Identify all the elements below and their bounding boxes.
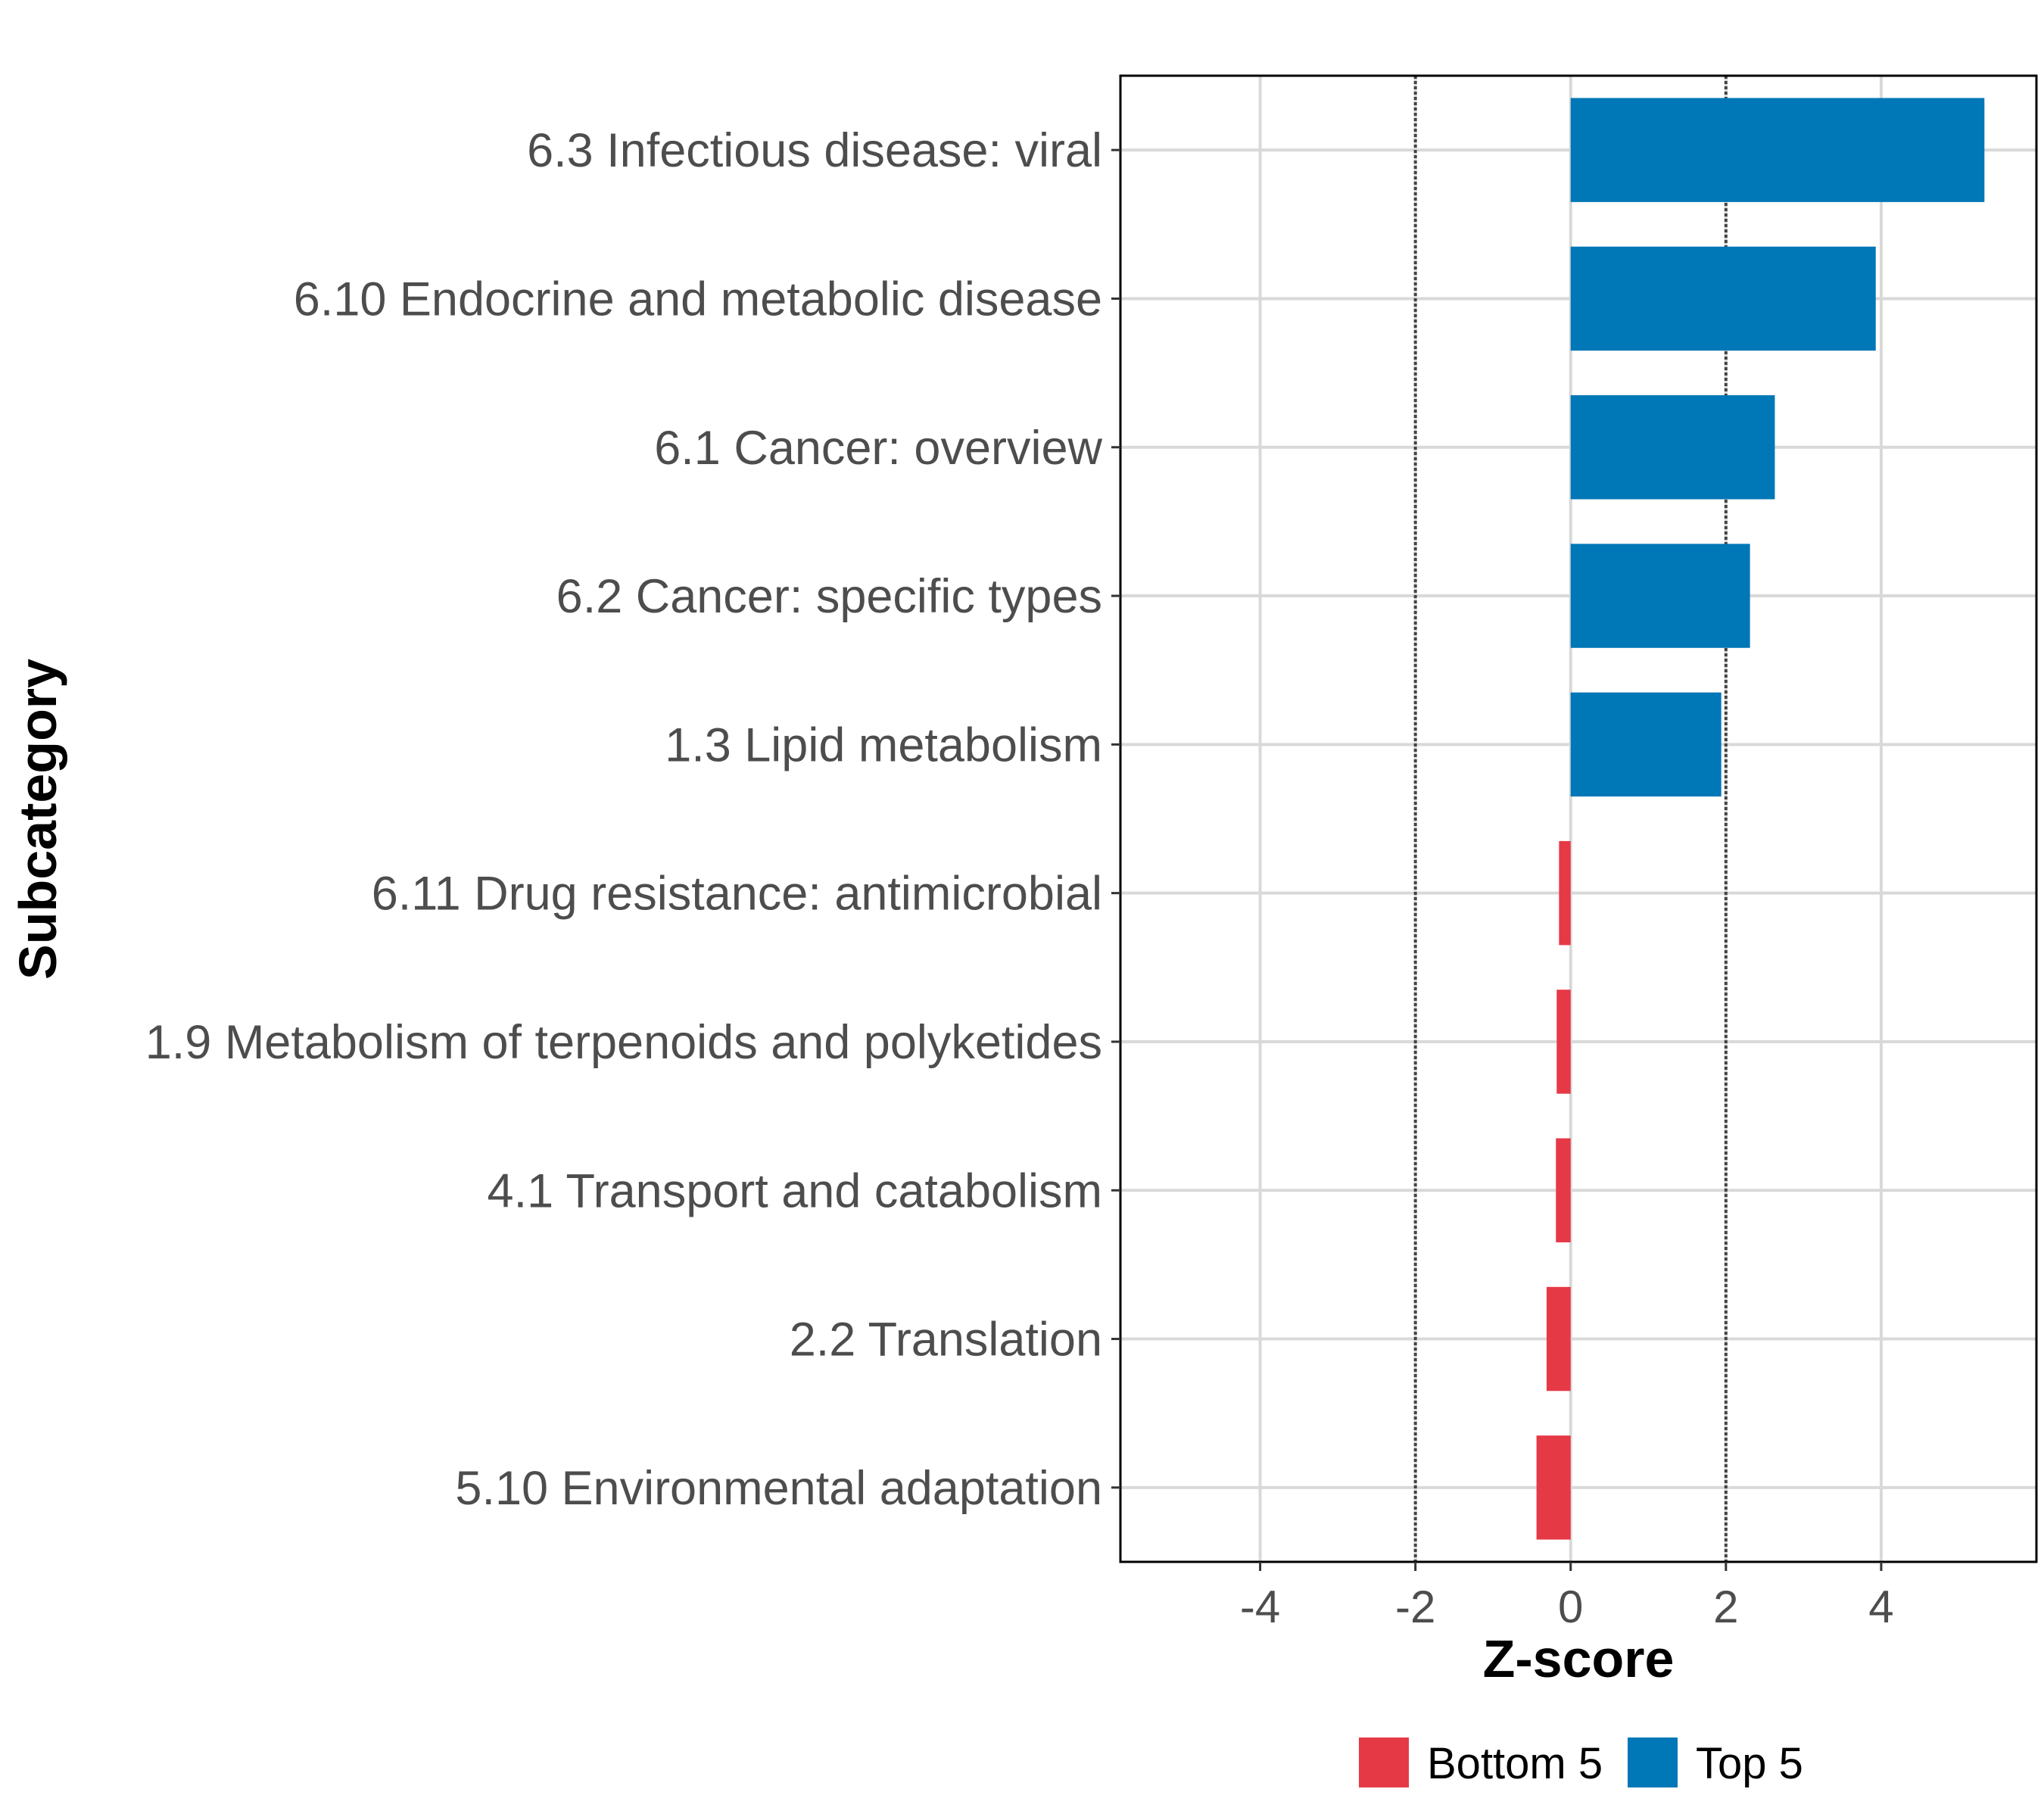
bar-2: [1570, 246, 1876, 351]
y-tick-label-10: 5.10 Environmental adaptation: [455, 1462, 1102, 1515]
legend-key-1: [1359, 1738, 1409, 1787]
legend-label-1: Bottom 5: [1427, 1739, 1603, 1788]
y-tick-label-4: 6.2 Cancer: specific types: [556, 570, 1102, 623]
bar-9: [1546, 1286, 1571, 1392]
legend: Bottom 5 Top 5: [1359, 1738, 1803, 1788]
x-tick-label-2: 0: [1558, 1582, 1583, 1632]
x-tick-label-3: 2: [1713, 1582, 1738, 1632]
y-tick-label-6: 6.11 Drug resistance: antimicrobial: [372, 868, 1102, 921]
bar-8: [1556, 1138, 1571, 1242]
bar-4: [1570, 544, 1750, 648]
x-tick-label-4: 4: [1868, 1582, 1893, 1632]
x-axis: -4 -2 0 2 4: [1240, 1562, 1894, 1632]
bar-3: [1570, 395, 1775, 500]
y-axis-title: Subcategory: [8, 659, 67, 980]
x-axis-title: Z-score: [1483, 1629, 1675, 1688]
y-tick-label-5: 1.3 Lipid metabolism: [665, 718, 1102, 771]
x-tick-label-0: -4: [1240, 1582, 1280, 1632]
y-tick-label-8: 4.1 Transport and catabolism: [488, 1164, 1102, 1217]
bar-10: [1536, 1435, 1571, 1540]
bar-5: [1570, 692, 1722, 797]
y-tick-label-2: 6.10 Endocrine and metabolic disease: [294, 273, 1102, 326]
y-tick-label-3: 6.1 Cancer: overview: [654, 422, 1102, 475]
plot-panel-border: [1119, 74, 2038, 1563]
bars: [1536, 98, 1985, 1540]
y-tick-label-7: 1.9 Metabolism of terpenoids and polyket…: [145, 1016, 1102, 1069]
bar-7: [1556, 990, 1571, 1094]
legend-label-2: Top 5: [1696, 1739, 1803, 1788]
reference-lines: [1413, 76, 1728, 1562]
y-tick-label-1: 6.3 Infectious disease: viral: [527, 124, 1102, 177]
bar-6: [1559, 840, 1571, 946]
x-tick-label-1: -2: [1395, 1582, 1435, 1632]
legend-key-2: [1628, 1738, 1678, 1787]
bar-1: [1570, 98, 1985, 202]
y-tick-label-9: 2.2 Translation: [790, 1314, 1102, 1367]
y-axis: 6.3 Infectious disease: viral 6.10 Endocr…: [145, 124, 1120, 1515]
